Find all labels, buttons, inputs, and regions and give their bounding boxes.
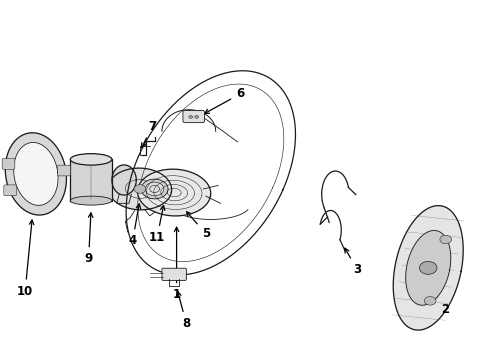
Text: 8: 8: [177, 292, 191, 330]
Text: 9: 9: [84, 213, 93, 265]
Ellipse shape: [71, 196, 112, 205]
Polygon shape: [14, 143, 58, 205]
Circle shape: [189, 116, 193, 118]
Polygon shape: [5, 133, 67, 215]
Polygon shape: [406, 230, 451, 305]
FancyBboxPatch shape: [162, 268, 186, 280]
Text: 4: 4: [128, 204, 141, 247]
Polygon shape: [112, 165, 136, 195]
Polygon shape: [108, 168, 172, 210]
Ellipse shape: [141, 179, 168, 199]
Circle shape: [424, 297, 436, 305]
Text: 7: 7: [142, 120, 156, 148]
Circle shape: [195, 116, 198, 118]
Circle shape: [134, 185, 146, 193]
Circle shape: [440, 235, 452, 244]
Polygon shape: [71, 159, 112, 201]
Polygon shape: [138, 169, 211, 216]
Text: 11: 11: [149, 206, 165, 244]
Circle shape: [419, 261, 437, 274]
Ellipse shape: [71, 154, 112, 165]
FancyBboxPatch shape: [2, 158, 15, 169]
Text: 2: 2: [433, 291, 449, 316]
Text: 1: 1: [172, 227, 181, 301]
FancyBboxPatch shape: [58, 165, 71, 176]
FancyBboxPatch shape: [4, 185, 17, 195]
Text: 5: 5: [187, 212, 210, 240]
Polygon shape: [393, 206, 463, 330]
Text: 10: 10: [17, 220, 34, 298]
Text: 3: 3: [345, 248, 362, 276]
Ellipse shape: [146, 182, 164, 196]
FancyBboxPatch shape: [183, 111, 204, 123]
Text: 6: 6: [205, 87, 244, 113]
